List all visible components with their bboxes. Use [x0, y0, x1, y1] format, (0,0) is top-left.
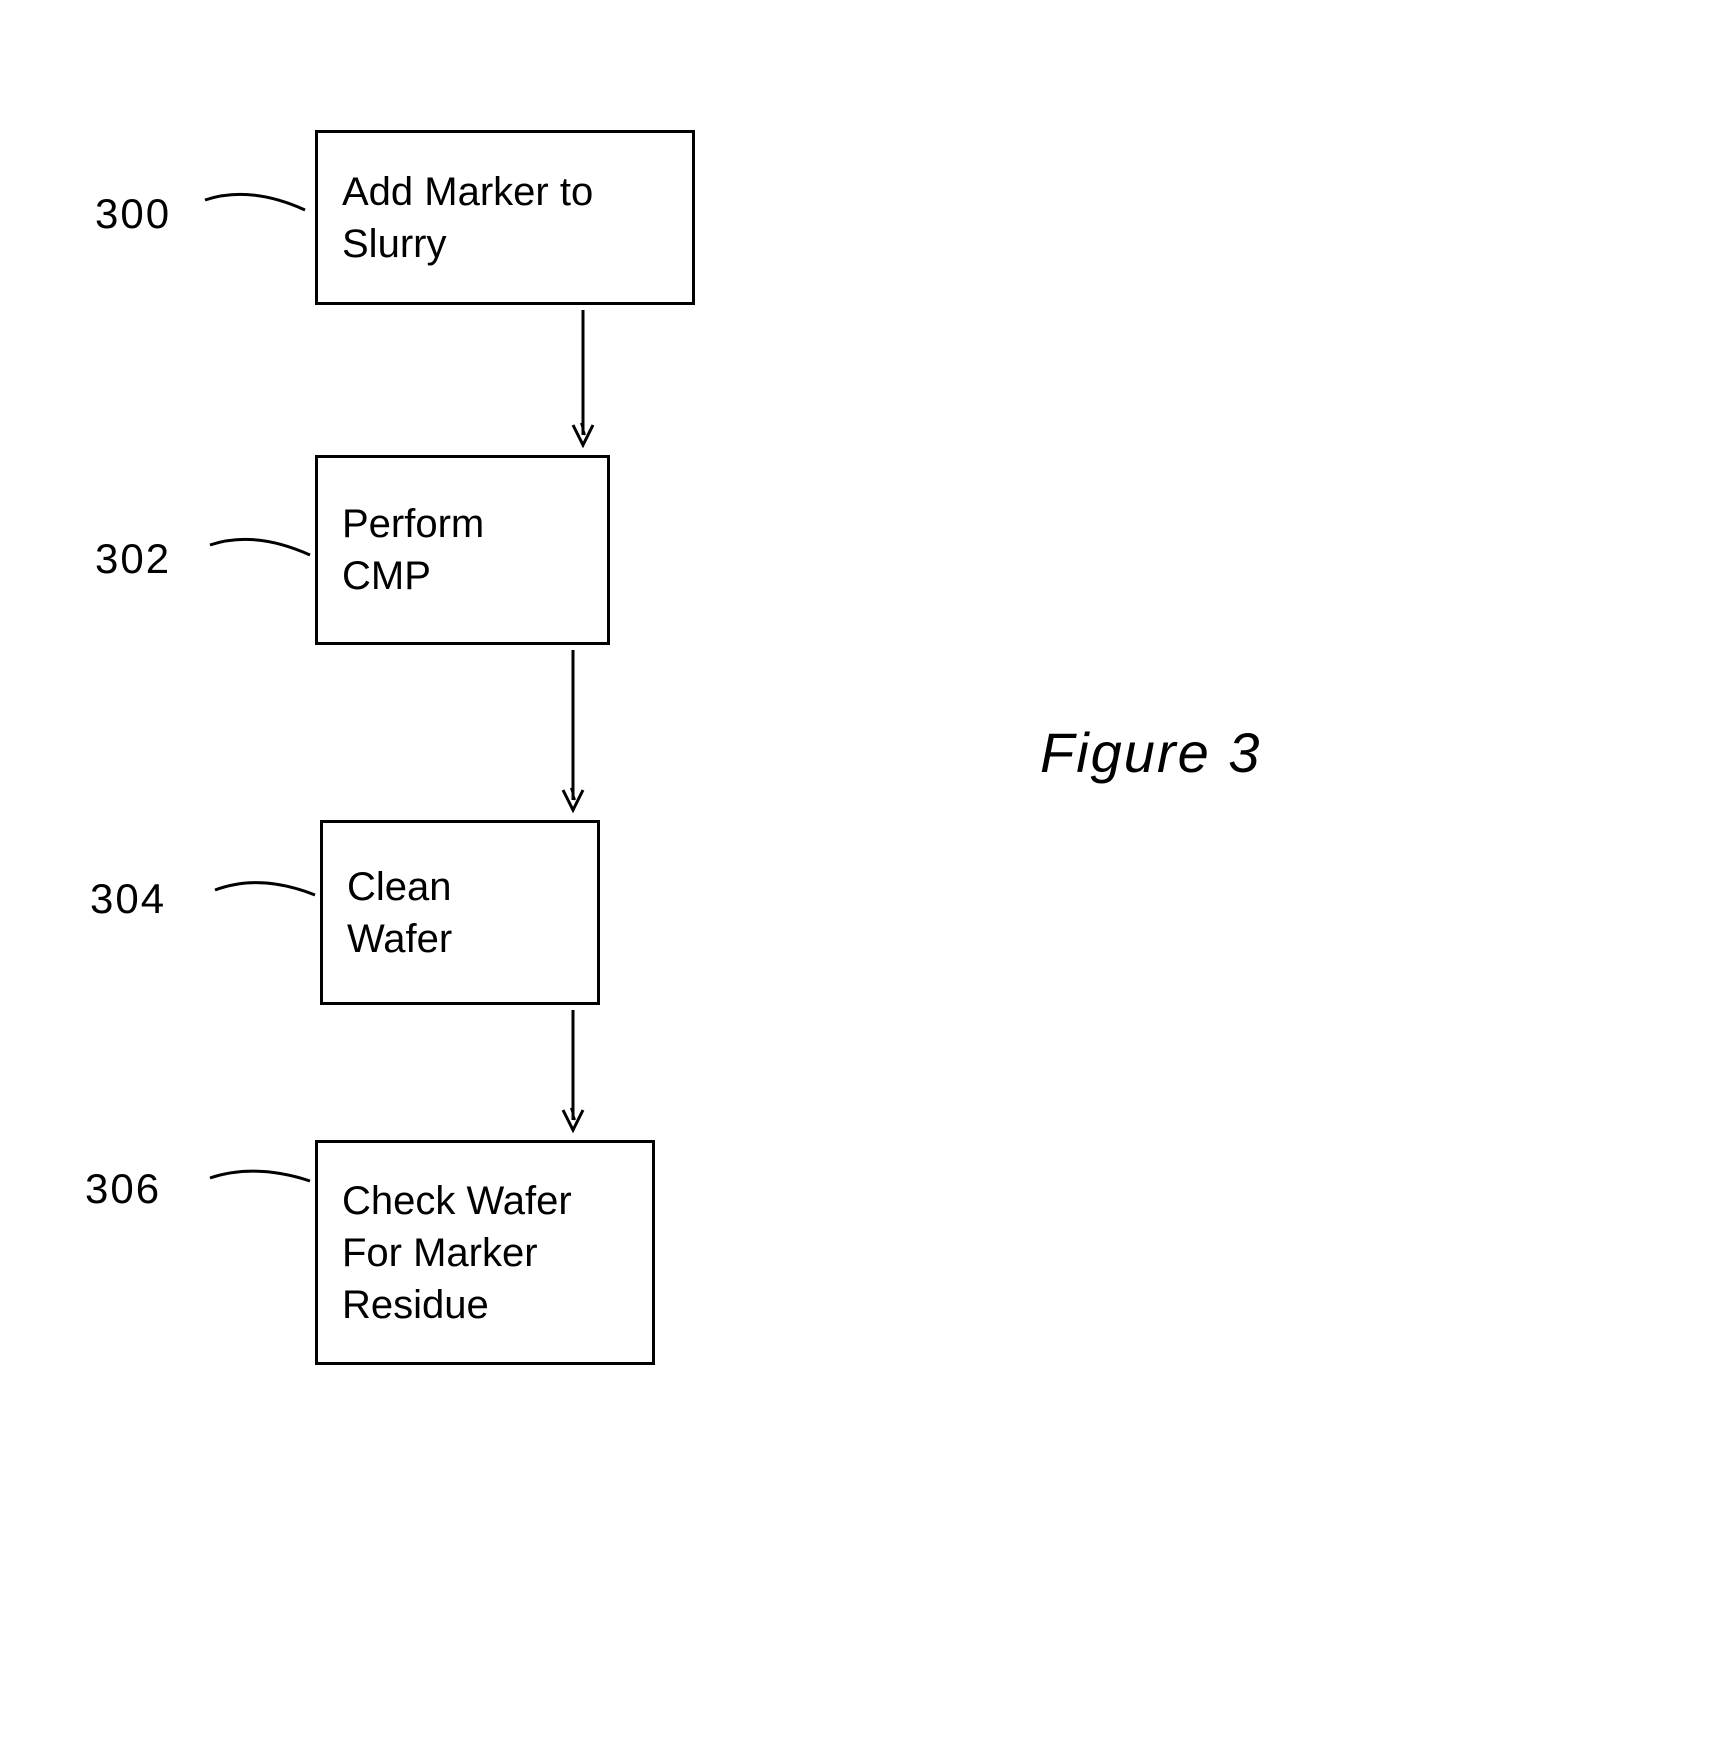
connector-curve-2 [205, 550, 265, 553]
box-text-2: Perform CMP [342, 498, 583, 602]
connector-curve-4 [205, 1178, 265, 1181]
ref-label-300: 300 [95, 190, 171, 238]
arrow-2 [450, 645, 695, 820]
flowchart-box-1: Add Marker to Slurry [315, 130, 695, 305]
arrow-down-icon [553, 645, 593, 820]
flowchart-box-4: Check Wafer For Marker Residue [315, 1140, 655, 1365]
connector-curve-1 [200, 205, 260, 208]
flowchart-step-2: 302 Perform CMP [270, 455, 695, 645]
arrow-1 [470, 305, 695, 455]
curve-icon [210, 865, 320, 920]
curve-icon [200, 180, 310, 235]
figure-label: Figure 3 [1040, 720, 1261, 785]
flowchart-step-1: 300 Add Marker to Slurry [270, 130, 695, 305]
connector-curve-3 [210, 890, 270, 893]
flowchart-box-3: Clean Wafer [320, 820, 600, 1005]
box-text-3: Clean Wafer [347, 861, 573, 965]
arrow-3 [450, 1005, 695, 1140]
ref-label-306: 306 [85, 1165, 161, 1213]
arrow-down-icon [563, 305, 603, 455]
box-text-1: Add Marker to Slurry [342, 166, 668, 270]
flowchart-step-3: 304 Clean Wafer [270, 820, 695, 1005]
flowchart-container: 300 Add Marker to Slurry 302 Perform CMP [270, 130, 695, 1365]
flowchart-box-2: Perform CMP [315, 455, 610, 645]
ref-label-302: 302 [95, 535, 171, 583]
arrow-down-icon [553, 1005, 593, 1140]
flowchart-step-4: 306 Check Wafer For Marker Residue [270, 1140, 695, 1365]
curve-icon [205, 1153, 315, 1208]
curve-icon [205, 525, 315, 580]
box-text-4: Check Wafer For Marker Residue [342, 1175, 628, 1331]
ref-label-304: 304 [90, 875, 166, 923]
